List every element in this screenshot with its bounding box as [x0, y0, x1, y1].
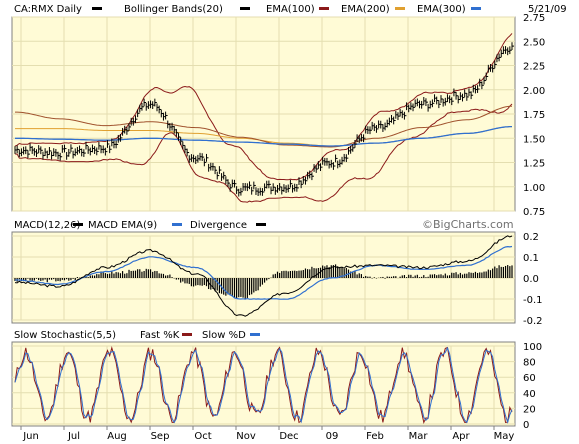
y-tick-label: 40 [523, 389, 536, 400]
fast-k-line [14, 346, 513, 424]
legend-ema100: EMA(100) [266, 4, 315, 15]
legend-macd-ema: MACD EMA(9) [88, 220, 157, 231]
price-grid [12, 16, 515, 212]
x-tick-label: Dec [279, 431, 298, 442]
slow-d-line [14, 346, 513, 424]
legend-ema200: EMA(200) [341, 4, 390, 15]
x-axis: Jun Jul Aug Sep Oct Nov Dec 09 Feb Mar Apr May [20, 426, 515, 442]
y-tick-label: -0.2 [523, 316, 543, 327]
price-series [14, 33, 514, 203]
macd-signal-line [14, 245, 513, 300]
stoch-panel [11, 341, 516, 427]
y-tick-label: 0.75 [523, 207, 545, 218]
y-tick-label: 0.2 [523, 232, 539, 243]
legend-bollinger-swatch [240, 7, 250, 10]
x-tick-label: Sep [151, 431, 170, 442]
legend-ema200-swatch [395, 7, 405, 10]
y-tick-label: 1.25 [523, 159, 545, 170]
x-tick-label: Feb [366, 431, 384, 442]
y-tick-label: 0.1 [523, 253, 539, 264]
legend-ema100-swatch [319, 7, 329, 10]
legend-divergence-swatch [256, 223, 266, 226]
bollinger-upper-line [14, 33, 513, 181]
stoch-y-axis: 100 80 60 40 20 0 [523, 342, 542, 431]
watermark: ©BigCharts.com [422, 218, 514, 231]
legend-macd-ema-swatch [172, 223, 182, 226]
y-tick-label: 2.50 [523, 37, 545, 48]
y-tick-label: 1.75 [523, 110, 545, 121]
macd-y-axis: 0.2 0.1 0.0 -0.1 -0.2 [523, 232, 543, 327]
x-tick-label: Mar [409, 431, 429, 442]
stoch-series [14, 346, 513, 424]
legend-ema300-swatch [471, 7, 481, 10]
stoch-legend: Slow Stochastic(5,5) Fast %K Slow %D [14, 330, 260, 341]
legend-slow-d-swatch [250, 333, 260, 336]
y-tick-label: 0.0 [523, 274, 539, 285]
x-tick-label: Jun [22, 431, 39, 442]
y-tick-label: 100 [523, 342, 542, 353]
x-tick-label: Aug [107, 431, 127, 442]
macd-swatch [73, 223, 83, 226]
x-tick-label: Jul [67, 431, 80, 442]
y-tick-label: 0 [523, 420, 529, 431]
y-tick-label: -0.1 [523, 295, 543, 306]
macd-series [14, 235, 513, 317]
legend-slow-d: Slow %D [202, 330, 246, 341]
macd-line [14, 235, 513, 317]
symbol-label: CA:RMX Daily [14, 4, 82, 15]
price-y-axis: 2.75 2.50 2.25 2.00 1.75 1.50 1.25 1.00 0.75 [523, 13, 545, 218]
legend-fast-k: Fast %K [140, 330, 180, 341]
x-tick-label: Apr [452, 431, 470, 442]
y-tick-label: 60 [523, 373, 536, 384]
ema300-line [15, 125, 512, 147]
stoch-title: Slow Stochastic(5,5) [14, 330, 116, 341]
macd-title: MACD(12,26) [14, 220, 81, 231]
ema100-line [15, 105, 513, 148]
x-tick-label: Nov [236, 431, 256, 442]
x-tick-label: 09 [326, 431, 339, 442]
legend-bollinger: Bollinger Bands(20) [124, 4, 223, 15]
price-legend: CA:RMX Daily Bollinger Bands(20) EMA(100… [14, 4, 567, 15]
y-tick-label: 2.00 [523, 86, 545, 97]
symbol-swatch [92, 7, 102, 10]
y-tick-label: 20 [523, 404, 536, 415]
y-tick-label: 2.75 [523, 13, 545, 24]
x-tick-label: Oct [194, 431, 211, 442]
legend-ema300: EMA(300) [417, 4, 466, 15]
y-tick-label: 1.00 [523, 183, 545, 194]
date-label: 5/21/09 [528, 4, 567, 15]
y-tick-label: 80 [523, 358, 536, 369]
legend-divergence: Divergence [190, 220, 247, 231]
x-tick-label: May [494, 431, 515, 442]
legend-fast-k-swatch [182, 333, 192, 336]
macd-legend: MACD(12,26) MACD EMA(9) Divergence ©BigC… [14, 218, 514, 231]
y-tick-label: 2.25 [523, 62, 545, 73]
y-tick-label: 1.50 [523, 134, 545, 145]
